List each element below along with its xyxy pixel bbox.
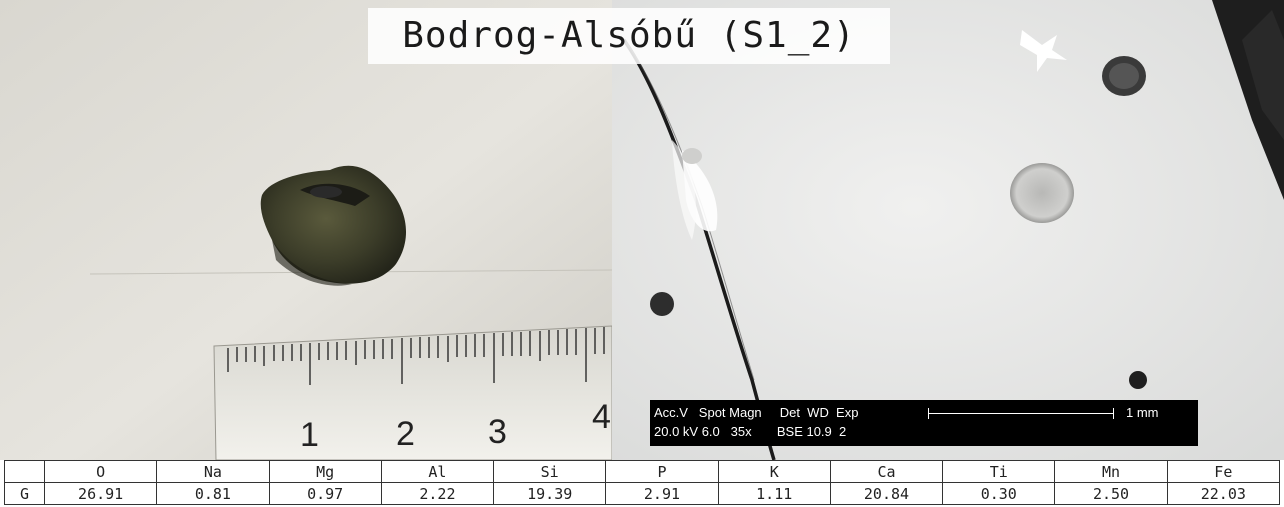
value-cell-mn: 2.50 [1054,482,1168,505]
sem-micrograph: Acc.V Spot Magn Det WD Exp 20.0 kV 6.0 3… [612,0,1284,460]
header-cell-k: K [717,460,831,483]
value-cell-ca: 20.84 [829,482,944,505]
value-cell-ti: 0.30 [942,482,1056,505]
ruler-ticks [227,327,605,385]
sem-param-values: 20.0 kV 6.0 35x BSE 10.9 2 [654,424,847,439]
value-cell-k: 1.11 [717,482,831,505]
table-header-row: O Na Mg Al Si P K Ca Ti Mn Fe [4,460,1281,483]
sem-micrograph-image [612,0,1284,460]
specimen-photo-image: 1 2 3 4 [0,0,612,460]
value-cell-mg: 0.97 [268,482,382,505]
scale-bar [928,408,1114,419]
row-label-cell: G [4,482,45,505]
header-cell-fe: Fe [1166,460,1281,483]
value-cell-al: 2.22 [380,482,495,505]
table-row: G 26.91 0.81 0.97 2.22 19.39 2.91 1.11 2… [4,482,1281,505]
header-cell-mn: Mn [1054,460,1168,483]
sem-databar: Acc.V Spot Magn Det WD Exp 20.0 kV 6.0 3… [650,400,1198,446]
header-cell-na: Na [156,460,270,483]
value-cell-o: 26.91 [43,482,158,505]
ruler-number-3: 3 [488,413,507,451]
ruler-number-1: 1 [300,416,319,454]
scale-bar-label: 1 mm [1126,405,1159,420]
header-cell-o: O [43,460,158,483]
header-cell-blank [4,460,45,483]
value-cell-fe: 22.03 [1166,482,1281,505]
header-cell-ca: Ca [829,460,944,483]
sem-param-labels: Acc.V Spot Magn Det WD Exp [654,405,859,420]
ruler-number-4: 4 [592,398,611,436]
ruler-number-2: 2 [396,415,415,453]
header-cell-si: Si [493,460,607,483]
header-cell-p: P [605,460,719,483]
composition-table: O Na Mg Al Si P K Ca Ti Mn Fe G 26.91 0.… [4,460,1281,505]
value-cell-si: 19.39 [493,482,607,505]
header-cell-mg: Mg [268,460,382,483]
header-cell-al: Al [380,460,495,483]
value-cell-p: 2.91 [605,482,719,505]
specimen-title: Bodrog-Alsóbű (S1_2) [368,8,890,64]
specimen-photo: 1 2 3 4 [0,0,612,460]
value-cell-na: 0.81 [156,482,270,505]
header-cell-ti: Ti [942,460,1056,483]
